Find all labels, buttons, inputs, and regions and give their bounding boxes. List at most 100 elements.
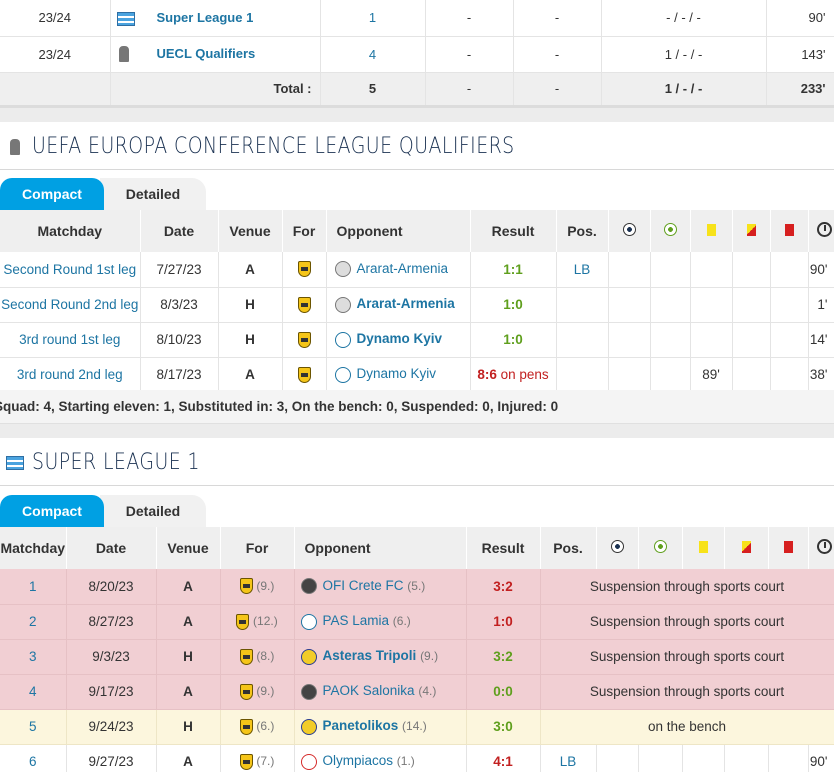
- table-rank: (9.): [256, 579, 275, 594]
- matchday-link[interactable]: 6: [0, 744, 67, 772]
- opponent-rank: (14.): [402, 719, 427, 734]
- result-link[interactable]: 3:2: [493, 649, 513, 664]
- matchday-link[interactable]: Second Round 2nd leg: [0, 287, 141, 323]
- opponent-crest-icon[interactable]: [300, 578, 317, 595]
- opponent-crest-icon[interactable]: [334, 296, 351, 313]
- apps-link[interactable]: 4: [320, 36, 426, 73]
- tab-detailed[interactable]: Detailed: [100, 178, 206, 210]
- match-date: 9/17/23: [66, 674, 157, 710]
- club-crest-icon[interactable]: [297, 331, 311, 348]
- opponent-rank: (6.): [392, 614, 411, 629]
- club-crest-icon[interactable]: [236, 613, 250, 630]
- matchday-link[interactable]: 5: [0, 709, 67, 745]
- section-separator: [0, 424, 834, 438]
- table-rank: (6.): [256, 719, 275, 734]
- col-matchday[interactable]: Matchday: [0, 527, 67, 569]
- match-row: Second Round 1st leg 7/27/23 A Ararat-Armen…: [0, 252, 834, 288]
- opponent-crest-icon[interactable]: [300, 753, 317, 770]
- opponent-crest-icon[interactable]: [334, 366, 351, 383]
- club-crest-icon[interactable]: [239, 683, 253, 700]
- match-row: 3rd round 1st leg 8/10/23 H Dynamo Kyiv 1:0 1…: [0, 322, 834, 358]
- match-status: Suspension through sports court: [540, 604, 834, 640]
- opponent-link[interactable]: Dynamo Kyiv: [356, 331, 443, 347]
- tab-detailed[interactable]: Detailed: [100, 495, 206, 527]
- col-opponent[interactable]: Opponent: [294, 527, 467, 569]
- col-venue[interactable]: Venue: [218, 210, 283, 252]
- opponent-crest-icon[interactable]: [334, 261, 351, 278]
- col-date[interactable]: Date: [140, 210, 219, 252]
- stat-value: -: [513, 36, 602, 73]
- col-for[interactable]: For: [282, 210, 327, 252]
- opponent-crest-icon[interactable]: [300, 648, 317, 665]
- club-crest-icon[interactable]: [239, 648, 253, 665]
- result-link[interactable]: 3:0: [493, 719, 513, 734]
- opponent-link[interactable]: OFI Crete FC: [322, 578, 404, 594]
- col-position[interactable]: Pos.: [556, 210, 609, 252]
- matchday-link[interactable]: 1: [0, 569, 67, 605]
- opponent-crest-icon[interactable]: [300, 718, 317, 735]
- club-crest-icon[interactable]: [239, 753, 253, 770]
- match-date: 9/27/23: [66, 744, 157, 772]
- yellow-card-minute: [690, 287, 733, 323]
- minutes-icon: [816, 539, 832, 554]
- result-link[interactable]: 1:0: [503, 332, 523, 347]
- opponent-link[interactable]: Asteras Tripoli: [322, 648, 417, 664]
- super-league-table: Matchday Date Venue For Opponent Result …: [0, 527, 834, 772]
- result-link[interactable]: 4:1: [493, 754, 513, 769]
- club-crest-icon[interactable]: [297, 261, 311, 278]
- result-link[interactable]: 1:0: [493, 614, 513, 629]
- squad-summary: Squad: 4, Starting eleven: 1, Substitute…: [0, 390, 834, 424]
- minutes-played: 14': [808, 322, 834, 358]
- venue: H: [156, 639, 221, 675]
- table-rank: (9.): [256, 684, 275, 699]
- table-rank: (12.): [253, 614, 278, 629]
- competition-link[interactable]: Super League 1: [156, 9, 254, 25]
- col-position[interactable]: Pos.: [540, 527, 597, 569]
- opponent-link[interactable]: PAOK Salonika: [322, 683, 415, 699]
- col-result[interactable]: Result: [470, 210, 557, 252]
- matchday-link[interactable]: 3: [0, 639, 67, 675]
- result-link[interactable]: 0:0: [493, 684, 513, 699]
- match-status: on the bench: [540, 709, 834, 745]
- match-status: Suspension through sports court: [540, 639, 834, 675]
- club-crest-icon[interactable]: [239, 578, 253, 595]
- minutes-value: 233': [766, 72, 834, 108]
- club-crest-icon[interactable]: [297, 366, 311, 383]
- matchday-link[interactable]: Second Round 1st leg: [0, 252, 141, 288]
- col-venue[interactable]: Venue: [156, 527, 221, 569]
- position: [556, 287, 609, 323]
- tab-compact[interactable]: Compact: [0, 178, 104, 210]
- result-link[interactable]: 8:6: [477, 367, 497, 382]
- opponent-crest-icon[interactable]: [300, 683, 317, 700]
- result-link[interactable]: 1:1: [503, 261, 523, 277]
- conference-league-table: Matchday Date Venue For Opponent Result …: [0, 210, 834, 393]
- position: [556, 357, 609, 393]
- apps-link[interactable]: 1: [320, 0, 426, 37]
- club-crest-icon[interactable]: [297, 296, 311, 313]
- matchday-link[interactable]: 4: [0, 674, 67, 710]
- result-link[interactable]: 1:0: [503, 297, 523, 312]
- opponent-crest-icon[interactable]: [300, 613, 317, 630]
- opponent-link[interactable]: PAS Lamia: [322, 613, 390, 629]
- opponent-link[interactable]: Ararat-Armenia: [356, 296, 455, 312]
- opponent-link[interactable]: Panetolikos: [322, 718, 399, 734]
- competition-link[interactable]: UECL Qualifiers: [156, 45, 256, 61]
- matchday-link[interactable]: 3rd round 1st leg: [0, 322, 141, 358]
- matchday-link[interactable]: 3rd round 2nd leg: [0, 357, 141, 393]
- opponent-link[interactable]: Olympiacos: [322, 753, 394, 769]
- col-date[interactable]: Date: [66, 527, 157, 569]
- matchday-link[interactable]: 2: [0, 604, 67, 640]
- result-link[interactable]: 3:2: [493, 578, 513, 594]
- opponent-link[interactable]: Ararat-Armenia: [356, 261, 449, 277]
- col-opponent[interactable]: Opponent: [326, 210, 471, 252]
- col-matchday[interactable]: Matchday: [0, 210, 141, 252]
- season: 23/24: [0, 0, 111, 37]
- match-row: 2 8/27/23 A (12.) PAS Lamia (6.) 1:0 Suspensi…: [0, 604, 834, 640]
- col-result[interactable]: Result: [466, 527, 541, 569]
- club-crest-icon[interactable]: [239, 718, 253, 735]
- stat-value: -: [425, 36, 514, 73]
- col-for[interactable]: For: [220, 527, 295, 569]
- tab-compact[interactable]: Compact: [0, 495, 104, 527]
- opponent-crest-icon[interactable]: [334, 331, 351, 348]
- opponent-link[interactable]: Dynamo Kyiv: [356, 366, 437, 382]
